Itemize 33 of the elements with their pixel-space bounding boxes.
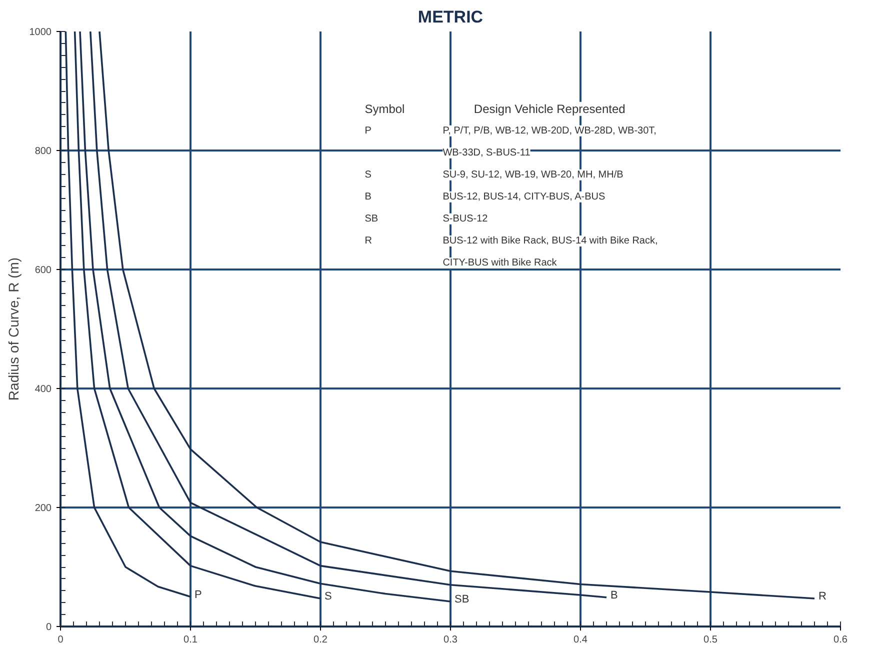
x-tick-label: 0.1	[184, 634, 198, 646]
series-label: SB	[454, 594, 470, 606]
annotation: SB	[364, 213, 378, 224]
annotation: Symbol	[364, 102, 405, 116]
y-tick-label: 800	[34, 146, 52, 157]
annotation: Design Vehicle Represented	[474, 102, 626, 116]
y-tick-label: 0	[46, 622, 52, 633]
annotation: BUS-12, BUS-14, CITY-BUS, A-BUS	[442, 191, 606, 202]
chart-title: METRIC	[418, 8, 484, 26]
y-tick-label: 1000	[29, 27, 52, 38]
x-tick-label: 0.3	[444, 634, 458, 646]
y-tick-label: 200	[34, 503, 52, 514]
x-tick-label: 0.5	[704, 634, 718, 646]
annotation: S	[364, 169, 372, 180]
annotation: S-BUS-12	[442, 213, 488, 224]
series-label: B	[610, 589, 618, 602]
y-tick-label: 400	[34, 384, 52, 395]
series-label: P	[194, 588, 202, 601]
y-axis-title: Radius of Curve, R (m)	[5, 257, 22, 401]
annotation: SU-9, SU-12, WB-19, WB-20, MH, MH/B	[442, 169, 624, 180]
annotation: P	[364, 125, 372, 136]
x-tick-label: 0.2	[314, 634, 328, 646]
series-label: S	[324, 590, 332, 603]
x-tick-label: 0.6	[834, 634, 848, 646]
x-tick-label: 0	[58, 634, 64, 646]
line-series	[74, 32, 322, 600]
annotation: R	[364, 235, 372, 246]
annotation: BUS-12 with Bike Rack, BUS-14 with Bike Rack, CITY-BUS with Bike Rack	[442, 235, 658, 268]
y-tick-label: 600	[34, 265, 52, 276]
series-label: R	[818, 590, 826, 603]
annotation: P, P/T, P/B, WB-12, WB-20D, WB-28D, WB-30T, WB-33D, S-BUS-11	[442, 125, 656, 158]
x-tick-label: 0.4	[574, 634, 588, 646]
annotation: B	[364, 191, 372, 202]
